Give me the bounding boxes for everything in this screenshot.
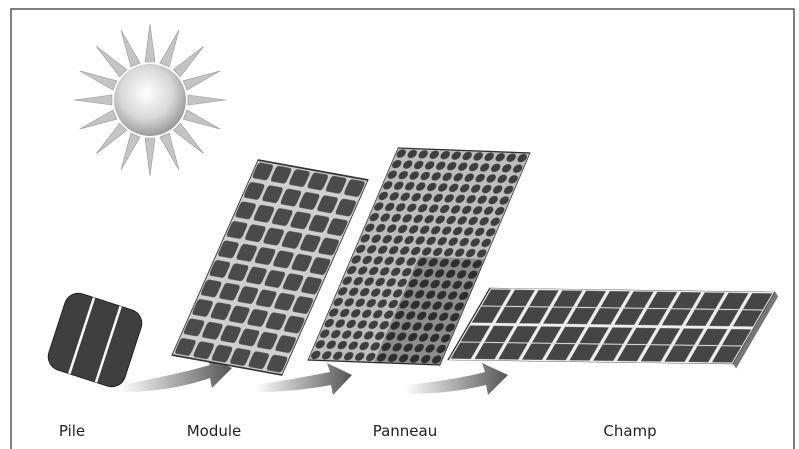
- field: [447, 287, 779, 369]
- label: Champ: [603, 422, 656, 440]
- arrows: [120, 356, 508, 395]
- module: [171, 159, 369, 376]
- panel: [307, 147, 531, 366]
- label: Pile: [59, 422, 85, 440]
- label: Panneau: [373, 422, 438, 440]
- frame: [10, 8, 795, 449]
- sun: [73, 23, 227, 177]
- label: Module: [187, 422, 242, 440]
- solar-cell: [47, 292, 143, 388]
